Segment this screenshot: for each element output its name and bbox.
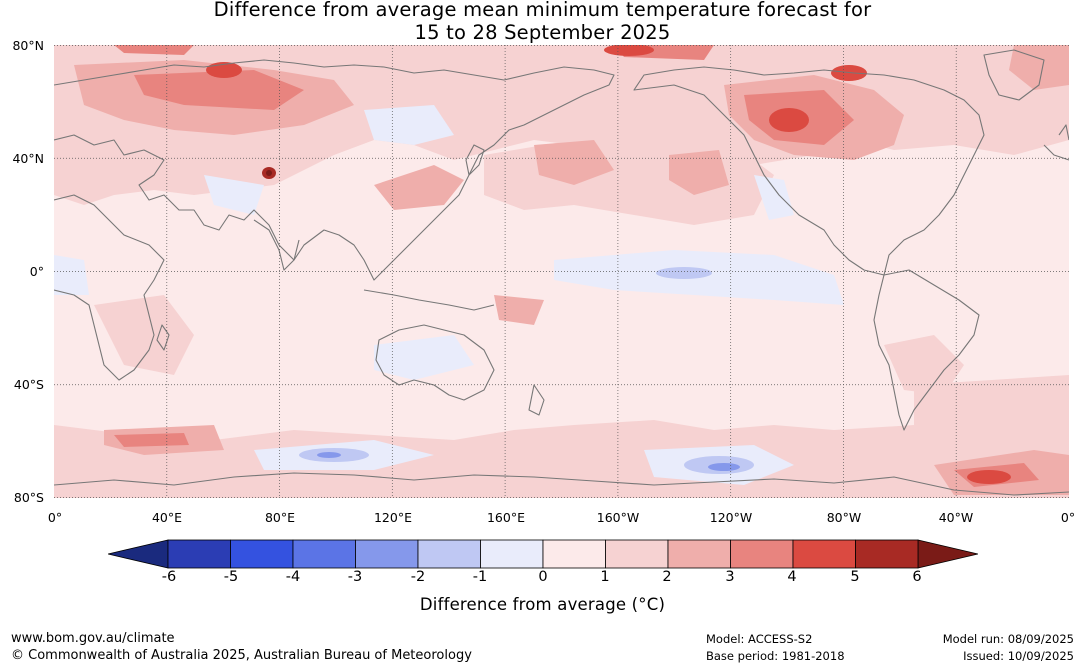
coastline-greenland [983,49,1045,101]
lon-label-80e: 80°E [264,510,296,525]
anomaly-hotspot-arctic [604,45,654,56]
colorbar-segment [542,539,606,569]
colorbar-under-arrow [108,539,169,569]
colorbar-tick: 0 [538,569,548,585]
coastline-eurasia [54,59,615,281]
colorbar-tick: -5 [223,569,239,585]
anomaly-region-south-america [884,335,964,395]
anomaly-region-ne-pacific [669,150,729,195]
anomaly-region-west-siberia [134,70,304,110]
anomaly-region-pacific-cold-2 [754,175,794,220]
anomaly-cold-antarctic-2-core [317,452,341,458]
footer-model: Model: ACCESS-S2 [706,632,813,646]
anomaly-hotspot-south-atlantic [967,470,1011,484]
anomaly-region-north-pacific-cold [364,105,454,145]
anomaly-hotspot-tibet-core [266,170,272,176]
coastlines [54,49,1069,496]
coastline-south-america [873,269,980,431]
coastline-australia [375,324,495,401]
anomaly-region-sw-pacific [494,295,544,325]
lon-label-0-east: 0° [1060,510,1076,525]
map-title: Difference from average mean minimum tem… [0,0,1085,44]
anomaly-fields [54,45,1069,498]
colorbar-segment [355,539,419,569]
colorbar-segment [730,539,794,569]
anomaly-region-arctic-north [114,45,194,55]
colorbar-tick: -3 [347,569,363,585]
colorbar-tick: -6 [161,569,177,585]
lon-label-120w: 120°W [709,510,753,525]
lon-label-40e: 40°E [151,510,183,525]
colorbar-segment [605,539,669,569]
lon-label-0-west: 0° [47,510,63,525]
anomaly-cold-antarctic-1-core [708,463,740,471]
title-line-1: Difference from average mean minimum tem… [213,0,872,21]
anomaly-region-west-africa-cold [54,255,89,295]
colorbar-tick: 6 [912,569,922,585]
lon-label-40w: 40°W [938,510,974,525]
anomaly-region-southern-band [54,420,1069,498]
coastline-indonesia [363,289,495,311]
lat-label-0: 0° [29,264,44,279]
colorbar-segment [667,539,731,569]
footer-url[interactable]: www.bom.gov.au/climate [11,631,175,646]
colorbar-tick: -2 [410,569,426,585]
footer-base-period: Base period: 1981-2018 [706,649,845,663]
colorbar-segments [167,539,919,569]
coastline-india [253,219,300,271]
coastline-antarctica [54,472,1069,496]
colorbar-segment [417,539,481,569]
lat-label-40n: 40°N [12,151,44,166]
anomaly-region-mid-pacific [534,140,614,185]
colorbar-tick: -4 [285,569,301,585]
colorbar [108,539,978,569]
coastline-africa [54,194,165,381]
colorbar-segment [480,539,544,569]
colorbar-segment [855,539,919,569]
lon-label-80w: 80°W [826,510,862,525]
anomaly-region-arctic-east [1009,45,1069,90]
lat-label-40s: 40°S [13,377,44,392]
lon-label-160e: 160°E [486,510,525,525]
lon-label-160w: 160°W [596,510,640,525]
colorbar-tick: 2 [662,569,672,585]
colorbar-over-arrow [917,539,978,569]
coastline-europe [1043,144,1069,161]
anomaly-cold-equatorial-core [656,267,712,279]
footer-copyright: © Commonwealth of Australia 2025, Austra… [11,648,472,663]
coastline-japan [465,144,485,176]
anomaly-region-east-asia [374,165,464,210]
gridlines [54,45,1069,498]
coastline-madagascar [156,324,170,351]
colorbar-segment [292,539,356,569]
anomaly-hotspot-canada [769,108,809,132]
lon-label-120e: 120°E [373,510,412,525]
anomaly-region-africa [94,295,194,375]
colorbar-tick: -1 [472,569,488,585]
footer-model-run: Model run: 08/09/2025 [942,632,1074,646]
lat-label-80s: 80°S [13,490,44,505]
colorbar-segment [230,539,294,569]
anomaly-region-south-indian-core [114,433,189,447]
anomaly-region-asia-cold [204,175,264,215]
anomaly-region-australia-cold [374,335,474,380]
title-line-2: 15 to 28 September 2025 [414,21,671,44]
colorbar-tick: 1 [600,569,610,585]
colorbar-segment [167,539,231,569]
colorbar-segment [792,539,856,569]
coastline-uk [1058,124,1069,141]
colorbar-tick: 3 [725,569,735,585]
coastline-north-america [633,66,985,276]
colorbar-tick: 4 [787,569,797,585]
colorbar-tick: 5 [850,569,860,585]
anomaly-map [54,45,1069,498]
lat-label-80n: 80°N [12,38,44,53]
colorbar-label: Difference from average (°C) [419,595,666,614]
footer-issued: Issued: 10/09/2025 [963,649,1074,663]
coastline-new-zealand [528,384,545,416]
